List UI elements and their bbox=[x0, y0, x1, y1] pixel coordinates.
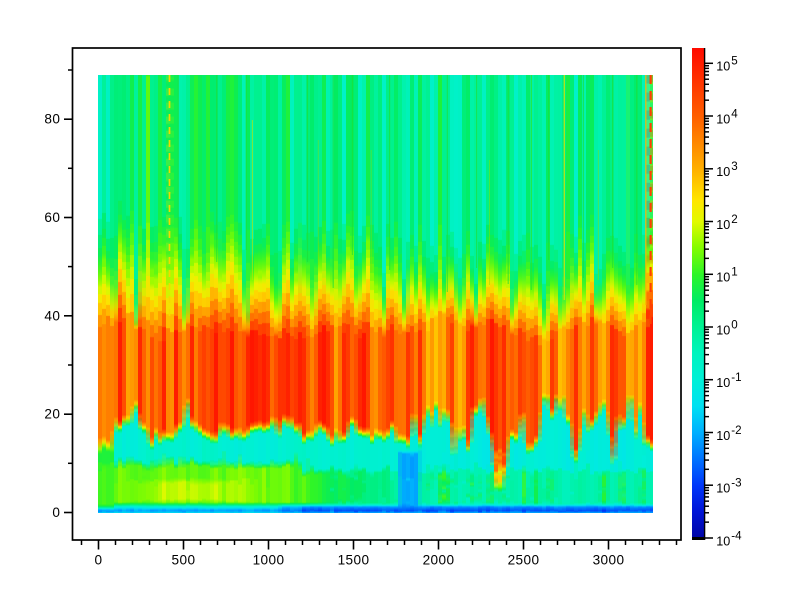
svg-text:10: 10 bbox=[716, 271, 730, 285]
svg-text:-1: -1 bbox=[731, 371, 741, 384]
svg-text:2: 2 bbox=[731, 213, 737, 226]
svg-text:0: 0 bbox=[731, 318, 737, 331]
svg-text:4: 4 bbox=[731, 107, 738, 120]
svg-text:0: 0 bbox=[52, 505, 60, 520]
svg-text:10: 10 bbox=[716, 482, 730, 496]
svg-text:-2: -2 bbox=[731, 424, 741, 437]
svg-text:10: 10 bbox=[716, 112, 730, 126]
svg-text:1: 1 bbox=[731, 266, 737, 279]
svg-text:10: 10 bbox=[716, 429, 730, 443]
svg-text:2500: 2500 bbox=[508, 553, 540, 568]
svg-text:10: 10 bbox=[716, 165, 730, 179]
svg-text:20: 20 bbox=[44, 407, 60, 422]
svg-text:2000: 2000 bbox=[423, 553, 455, 568]
svg-text:-4: -4 bbox=[731, 529, 742, 542]
svg-text:10: 10 bbox=[716, 376, 730, 390]
svg-text:5: 5 bbox=[731, 55, 737, 68]
svg-text:40: 40 bbox=[44, 308, 60, 323]
svg-text:1000: 1000 bbox=[253, 553, 285, 568]
svg-text:60: 60 bbox=[44, 210, 60, 225]
svg-text:10: 10 bbox=[716, 534, 730, 548]
svg-text:3000: 3000 bbox=[593, 553, 625, 568]
svg-text:10: 10 bbox=[716, 218, 730, 232]
svg-text:10: 10 bbox=[716, 60, 730, 74]
svg-text:0: 0 bbox=[95, 553, 103, 568]
svg-text:-3: -3 bbox=[731, 477, 741, 490]
svg-text:1500: 1500 bbox=[338, 553, 370, 568]
svg-text:3: 3 bbox=[731, 160, 737, 173]
svg-text:10: 10 bbox=[716, 323, 730, 337]
svg-text:500: 500 bbox=[172, 553, 196, 568]
svg-text:80: 80 bbox=[44, 112, 60, 127]
